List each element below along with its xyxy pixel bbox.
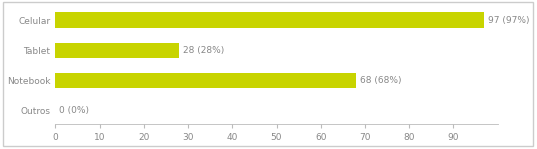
Text: 68 (68%): 68 (68%) — [360, 76, 401, 85]
Bar — [55, 12, 484, 28]
Text: 0 (0%): 0 (0%) — [59, 106, 89, 115]
Bar — [55, 42, 179, 58]
Text: 97 (97%): 97 (97%) — [488, 16, 529, 25]
Bar — [55, 73, 356, 89]
Text: 28 (28%): 28 (28%) — [183, 46, 224, 55]
